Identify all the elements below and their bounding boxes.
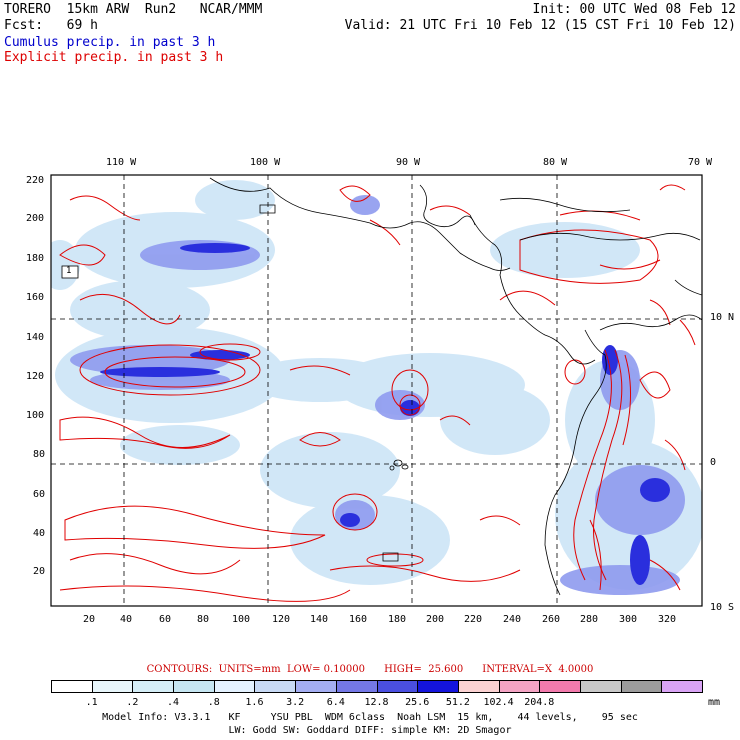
colorbar-swatch: [173, 680, 215, 693]
x-tick: 280: [580, 614, 599, 625]
model-name: TORERO: [4, 2, 51, 17]
colorbar-label: 51.2: [445, 697, 470, 708]
colorbar-label: .1: [85, 697, 98, 708]
y-tick: 160: [26, 292, 45, 303]
y-tick: 100: [26, 410, 45, 421]
x-tick: 60: [159, 614, 172, 625]
fcst-label: Fcst:: [4, 18, 44, 33]
colorbar-label: 204.8: [524, 697, 555, 708]
colorbar-swatch: [457, 680, 500, 693]
x-tick: 220: [464, 614, 483, 625]
colorbar-swatch: [620, 680, 663, 693]
contours-units: CONTOURS: UNITS=mm LOW= 0.10000: [146, 664, 366, 675]
lon-label-100w: 100 W: [250, 157, 281, 168]
colorbar-label: .2: [126, 697, 139, 708]
colorbar-label: 3.2: [286, 697, 305, 708]
lat-label-10s: 10 S: [710, 602, 735, 613]
y-tick: 180: [26, 253, 45, 264]
field-explicit: Explicit precip. in past 3 h: [4, 50, 224, 65]
colorbar-swatch: [132, 680, 175, 693]
contour-label: 1: [66, 266, 72, 276]
colorbar-label: 12.8: [364, 697, 389, 708]
colorbar-label: 1.6: [245, 697, 264, 708]
contours-info: CONTOURS: UNITS=mm LOW= 0.10000 HIGH= 25…: [0, 664, 740, 675]
y-tick: 40: [33, 528, 46, 539]
colorbar-swatch: [417, 680, 459, 693]
colorbar-swatch: [254, 680, 297, 693]
contour-label-box: [61, 265, 79, 279]
colorbar-label: .8: [207, 697, 220, 708]
x-tick: 80: [197, 614, 210, 625]
model-run: Run2: [144, 2, 177, 17]
x-tick: 260: [542, 614, 561, 625]
model-info: Model Info: V3.3.1 KF YSU PBL WDM 6class…: [102, 712, 638, 723]
x-tick: 140: [310, 614, 329, 625]
colorbar-swatch: [376, 680, 419, 693]
lon-label-90w: 90 W: [396, 157, 421, 168]
x-tick: 180: [388, 614, 407, 625]
x-tick: 200: [426, 614, 445, 625]
colorbar-swatch: [335, 680, 378, 693]
y-tick: 200: [26, 213, 45, 224]
model-center: NCAR/MMM: [199, 2, 263, 17]
colorbar-label: 102.4: [483, 697, 514, 708]
contours-interval: INTERVAL=X 4.0000: [482, 664, 594, 675]
y-tick: 140: [26, 332, 45, 343]
explicit-precip-contours: [59, 184, 696, 602]
header-line1: TORERO 15km ARW Run2 NCAR/MMM: [4, 2, 262, 18]
map-frame: [50, 174, 703, 607]
model-resolution: 15km ARW: [66, 2, 130, 17]
lat-label-0: 0: [710, 457, 717, 468]
valid-time: Valid: 21 UTC Fri 10 Feb 12 (15 CST Fri …: [344, 18, 736, 33]
x-tick: 300: [619, 614, 638, 625]
y-tick: 220: [26, 175, 45, 186]
field-cumulus: Cumulus precip. in past 3 h: [4, 35, 216, 50]
colorbar-swatch: [539, 680, 581, 693]
x-tick: 240: [503, 614, 522, 625]
colorbar-swatch: [91, 680, 134, 693]
x-tick: 20: [83, 614, 96, 625]
contours-high: HIGH= 25.600: [384, 664, 464, 675]
y-tick: 80: [33, 449, 46, 460]
colorbar-swatch: [579, 680, 622, 693]
x-tick: 40: [120, 614, 133, 625]
coastlines: [209, 177, 702, 596]
colorbar-label: .4: [167, 697, 180, 708]
lat-label-10n: 10 N: [710, 312, 735, 323]
colorbar-swatch: [295, 680, 337, 693]
lon-label-110w: 110 W: [106, 157, 137, 168]
colorbar-swatch: [661, 680, 703, 693]
colorbar-swatch: [51, 680, 93, 693]
cumulus-precip-heavy: [100, 243, 670, 585]
x-tick: 100: [232, 614, 251, 625]
colorbar-swatch: [213, 680, 256, 693]
fcst-value: 69 h: [66, 18, 98, 33]
x-tick: 320: [658, 614, 677, 625]
colorbar-label: 25.6: [405, 697, 430, 708]
y-tick: 120: [26, 371, 45, 382]
model-physics: LW: Godd SW: Goddard DIFF: simple KM: 2D…: [228, 725, 512, 736]
colorbar-label: 6.4: [326, 697, 345, 708]
graticule: [51, 175, 702, 606]
forecast-hour: Fcst: 69 h: [4, 18, 98, 34]
colorbar-unit: mm: [708, 697, 721, 708]
lon-label-70w: 70 W: [688, 157, 713, 168]
x-tick: 120: [272, 614, 291, 625]
x-tick: 160: [349, 614, 368, 625]
lon-label-80w: 80 W: [543, 157, 568, 168]
y-tick: 60: [33, 489, 46, 500]
y-tick: 20: [33, 566, 46, 577]
colorbar-swatch: [498, 680, 541, 693]
init-time: Init: 00 UTC Wed 08 Feb 12: [532, 2, 737, 17]
